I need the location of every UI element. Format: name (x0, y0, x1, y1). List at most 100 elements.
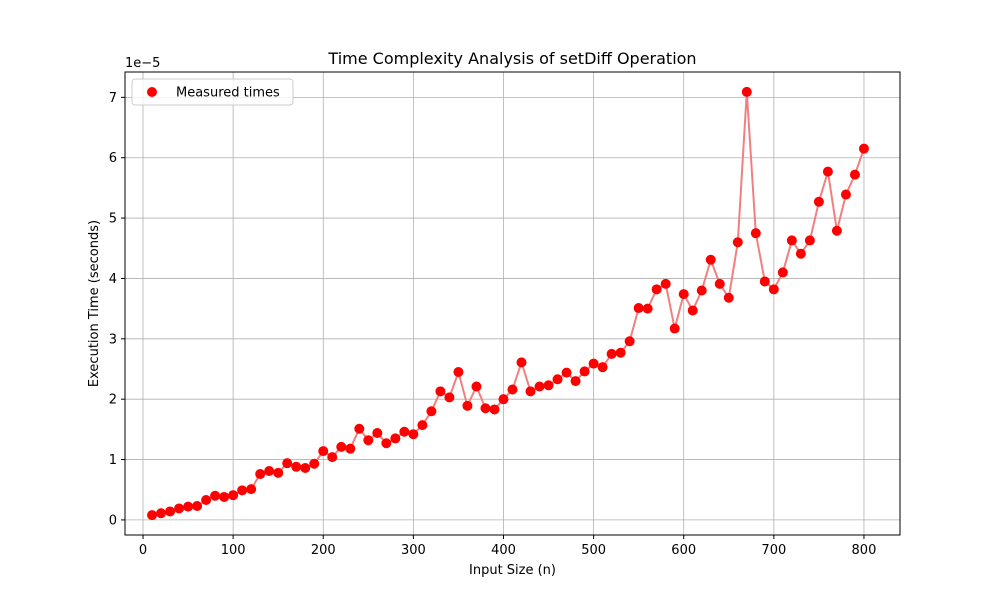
y-tick-label: 6 (109, 151, 117, 166)
data-point (624, 336, 635, 347)
data-point (831, 225, 842, 236)
data-point (714, 278, 725, 289)
data-point (633, 303, 644, 314)
data-point (273, 467, 284, 478)
data-point (435, 386, 446, 397)
y-tick-label: 4 (109, 272, 117, 287)
data-point (561, 367, 572, 378)
chart-title: Time Complexity Analysis of setDiff Oper… (327, 49, 696, 68)
data-point (426, 406, 437, 417)
data-point (642, 303, 653, 314)
series-layer (147, 86, 869, 521)
data-point (228, 490, 239, 501)
plot-frame (124, 71, 901, 536)
data-point (219, 491, 230, 502)
data-point (318, 446, 329, 457)
data-point (678, 289, 689, 300)
data-point (750, 228, 761, 239)
data-point (399, 426, 410, 437)
data-point (507, 384, 518, 395)
data-point (669, 323, 680, 334)
data-point (390, 433, 401, 444)
data-point (264, 466, 275, 477)
data-point (210, 490, 221, 501)
legend: Measured times (131, 78, 294, 106)
data-point (597, 362, 608, 373)
data-point (327, 452, 338, 463)
data-point (381, 438, 392, 449)
data-point (858, 143, 869, 154)
data-point (480, 403, 491, 414)
data-point (534, 381, 545, 392)
data-point (615, 347, 626, 358)
y-tick-label: 2 (109, 393, 117, 408)
data-point (795, 248, 806, 259)
legend-marker (147, 87, 157, 97)
data-point (192, 501, 203, 512)
data-point (579, 366, 590, 377)
data-point (372, 427, 383, 438)
x-tick-label: 200 (311, 543, 336, 558)
y-tick-label: 0 (109, 513, 117, 528)
y-axis-label: Execution Time (seconds) (87, 220, 102, 387)
data-point (570, 376, 581, 387)
x-tick-label: 500 (581, 543, 606, 558)
data-point (174, 503, 185, 514)
data-point (813, 196, 824, 207)
data-point (741, 86, 752, 97)
data-point (552, 374, 563, 385)
data-point (183, 501, 194, 512)
data-point (786, 235, 797, 246)
data-point (246, 484, 257, 495)
data-point (363, 435, 374, 446)
data-point (471, 381, 482, 392)
data-point (543, 380, 554, 391)
data-point (723, 292, 734, 303)
data-point (651, 284, 662, 295)
data-point (408, 429, 419, 440)
x-tick-label: 100 (221, 543, 246, 558)
y-tick-label: 3 (109, 332, 117, 347)
data-point (516, 357, 527, 368)
data-point (255, 469, 266, 480)
data-point (525, 386, 536, 397)
x-tick-label: 300 (401, 543, 426, 558)
data-point (732, 237, 743, 248)
data-point (309, 458, 320, 469)
legend-box (131, 78, 294, 106)
data-point (282, 458, 293, 469)
data-point (498, 394, 509, 405)
x-tick-label: 600 (671, 543, 696, 558)
x-tick-label: 800 (852, 543, 877, 558)
y-tick-label: 1 (109, 453, 117, 468)
data-point (345, 443, 356, 454)
data-point (489, 404, 500, 415)
y-tick-label: 7 (109, 91, 117, 106)
data-point (588, 358, 599, 369)
x-axis: 0 100 200 300 400 500 600 700 800 (139, 535, 876, 558)
y-tick-label: 5 (109, 212, 117, 227)
data-point (291, 461, 302, 472)
data-point (759, 276, 770, 287)
data-point (606, 348, 617, 359)
data-point (453, 367, 464, 378)
data-point (696, 285, 707, 296)
legend-label: Measured times (176, 86, 280, 101)
y-offset-label: 1e−5 (125, 56, 160, 71)
data-point (354, 423, 365, 434)
data-point (156, 508, 167, 519)
data-point (822, 166, 833, 177)
data-point (300, 462, 311, 473)
data-point (336, 441, 347, 452)
data-point (462, 400, 473, 411)
data-point (237, 485, 248, 496)
data-point (147, 510, 158, 521)
data-point (849, 169, 860, 180)
data-point (777, 267, 788, 278)
data-point (444, 392, 455, 403)
data-point (687, 305, 698, 316)
x-tick-label: 400 (491, 543, 516, 558)
data-point (165, 506, 176, 517)
x-tick-label: 700 (761, 543, 786, 558)
